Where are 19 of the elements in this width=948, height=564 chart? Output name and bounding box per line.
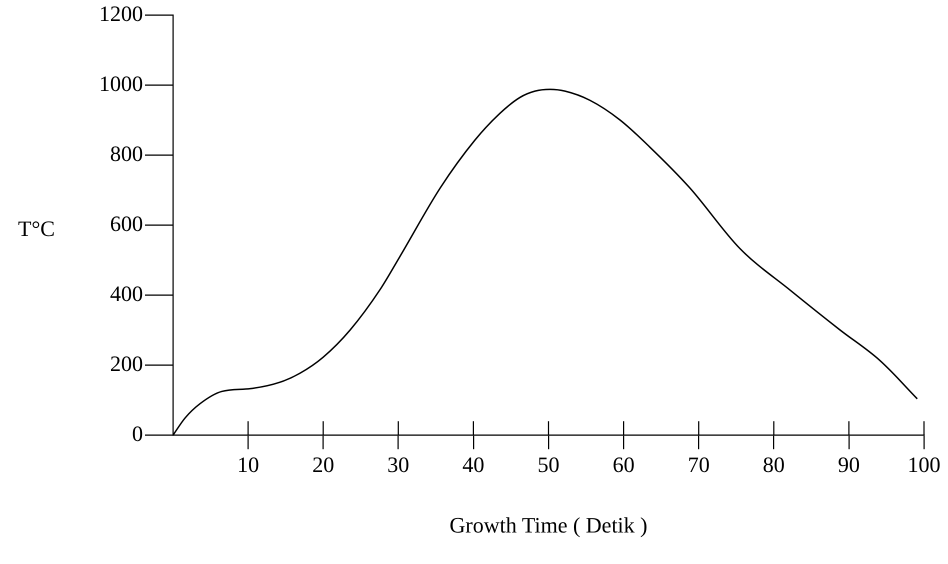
x-tick-label: 80 xyxy=(762,452,785,478)
y-tick-label: 200 xyxy=(110,350,143,376)
x-tick-label: 40 xyxy=(462,452,484,478)
y-tick-label: 400 xyxy=(110,280,143,306)
x-tick-label: 60 xyxy=(612,452,635,478)
x-tick-label: 100 xyxy=(908,452,940,478)
x-axis-title: Growth Time ( Detik ) xyxy=(450,512,648,538)
x-tick-label: 20 xyxy=(312,452,334,478)
y-tick-label: 800 xyxy=(110,140,143,166)
x-tick-label: 90 xyxy=(838,452,860,478)
y-tick-label: 1200 xyxy=(99,0,143,26)
x-tick-label: 70 xyxy=(688,452,710,478)
y-tick-label: 0 xyxy=(132,420,143,446)
x-tick-label: 10 xyxy=(237,452,260,478)
x-tick-label: 30 xyxy=(387,452,410,478)
y-axis-title: T°C xyxy=(18,216,55,241)
x-tick-label: 50 xyxy=(538,452,560,478)
y-tick-label: 1000 xyxy=(99,70,143,96)
y-tick-label: 600 xyxy=(110,210,143,236)
